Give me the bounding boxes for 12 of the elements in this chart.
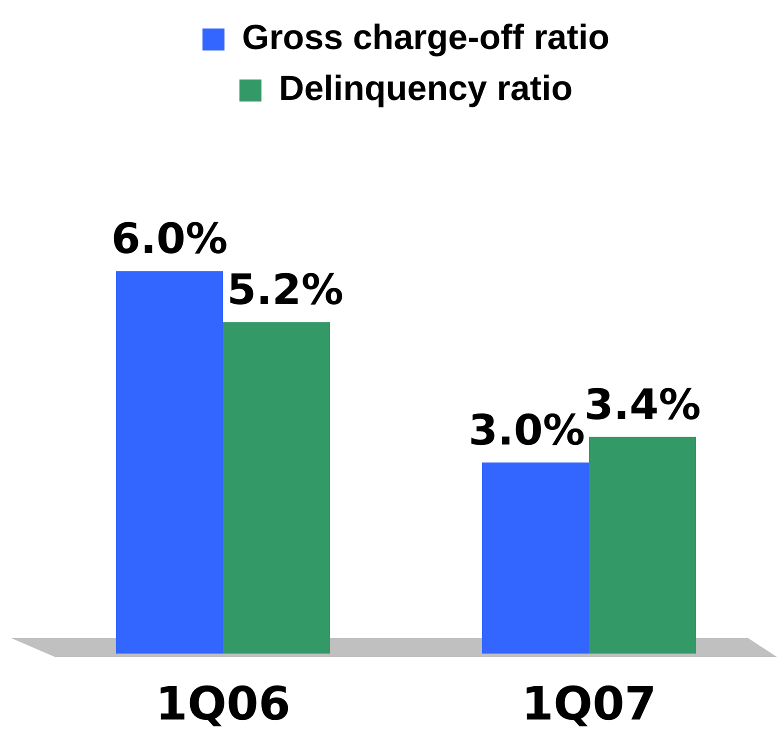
data-label: 3.4%: [584, 380, 701, 429]
legend-label: Gross charge-off ratio: [242, 18, 610, 58]
legend-label: Delinquency ratio: [278, 69, 573, 108]
data-label: 3.0%: [468, 405, 585, 454]
data-label: 6.0%: [111, 214, 228, 263]
data-label: 5.2%: [227, 265, 344, 314]
x-tick-label: 1Q06: [155, 676, 291, 730]
bar: [116, 271, 223, 654]
x-tick-label: 1Q07: [521, 676, 657, 730]
bar: [482, 462, 589, 654]
bar: [589, 436, 696, 654]
bar: [223, 322, 330, 654]
